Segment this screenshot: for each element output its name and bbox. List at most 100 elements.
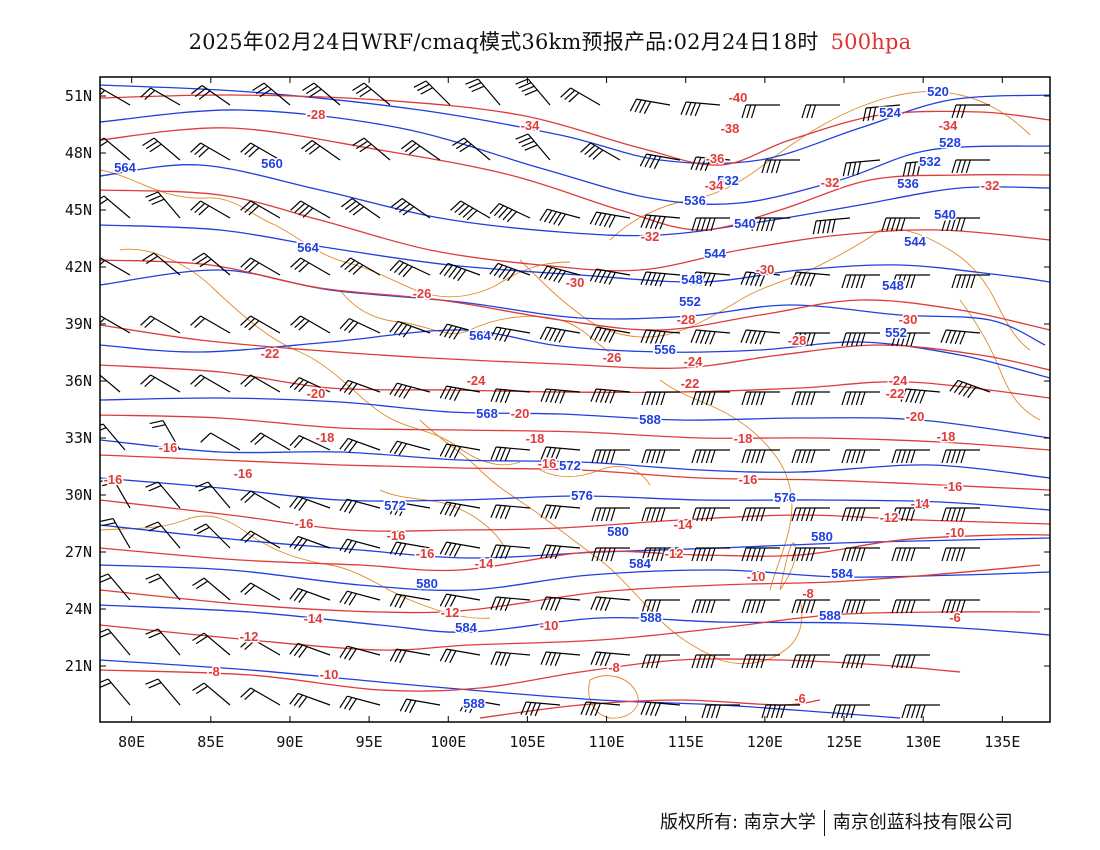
height-contour-line xyxy=(100,564,1050,592)
wind-barb xyxy=(289,495,331,511)
wind-barb xyxy=(791,547,830,562)
wind-barb xyxy=(951,274,990,289)
wind-barb xyxy=(289,535,331,551)
wind-barb xyxy=(490,388,531,404)
wind-barb xyxy=(801,104,840,119)
wind-barb xyxy=(100,87,131,106)
wind-barb xyxy=(741,654,780,669)
wind-barb xyxy=(741,547,780,562)
lat-label: 30N xyxy=(65,486,92,504)
wind-barb xyxy=(540,651,581,667)
wind-barb xyxy=(589,268,631,285)
wind-barb xyxy=(100,423,126,451)
temperature-contour-line xyxy=(100,533,1050,572)
temperature-label: -24 xyxy=(467,373,487,388)
wind-barb xyxy=(590,596,631,612)
wind-barb xyxy=(145,521,181,549)
temperature-label: -14 xyxy=(674,517,694,532)
temperature-contour-line xyxy=(100,259,1050,331)
boundary-line xyxy=(419,419,721,661)
wind-barb xyxy=(240,200,281,219)
wind-barb xyxy=(741,507,780,522)
wind-barb xyxy=(841,654,880,669)
wind-barb xyxy=(339,590,381,606)
wind-barb xyxy=(690,156,731,172)
temperature-label: -38 xyxy=(721,121,740,136)
temperature-label: -12 xyxy=(880,510,899,525)
temperature-label: -14 xyxy=(911,496,931,511)
temperature-label: -30 xyxy=(756,262,775,277)
wind-barb xyxy=(240,142,281,161)
wind-barb xyxy=(389,320,431,338)
temperature-label: -34 xyxy=(939,118,959,133)
height-label: 540 xyxy=(934,207,956,222)
wind-barb xyxy=(439,593,481,609)
wind-barb xyxy=(791,654,830,669)
height-label: 564 xyxy=(297,240,319,255)
wind-barb xyxy=(339,645,381,661)
wind-barb xyxy=(252,82,291,106)
wind-barb xyxy=(540,388,581,404)
wind-barb xyxy=(640,214,681,230)
wind-barb xyxy=(790,271,831,287)
temperature-contour-line xyxy=(100,499,1050,532)
wind-barb xyxy=(439,443,481,459)
wind-barb xyxy=(891,274,930,289)
lat-label: 48N xyxy=(65,144,92,162)
lon-label: 95E xyxy=(356,733,383,751)
temperature-label: -32 xyxy=(641,229,660,244)
temperature-label: -6 xyxy=(794,691,806,706)
height-label: 532 xyxy=(717,173,739,188)
wind-barb xyxy=(901,704,940,719)
wind-barb xyxy=(240,374,281,393)
wind-barb xyxy=(200,432,241,451)
wind-barb xyxy=(289,692,331,708)
wind-barb xyxy=(191,85,231,106)
wind-barb xyxy=(339,498,381,514)
lat-label: 27N xyxy=(65,543,92,561)
height-contour-line xyxy=(100,109,1050,205)
boundary-line xyxy=(719,599,803,665)
wind-barb xyxy=(641,391,680,406)
temperature-contour-line xyxy=(100,454,1050,491)
wind-barb xyxy=(640,271,681,287)
height-label: 580 xyxy=(416,576,438,591)
temperature-label: -36 xyxy=(706,151,725,166)
wind-barb xyxy=(741,391,780,406)
wind-barb xyxy=(640,329,681,345)
temperature-label: -20 xyxy=(307,386,326,401)
wind-barb xyxy=(190,374,231,393)
wind-barb xyxy=(741,599,780,614)
wind-barb xyxy=(352,82,391,106)
temperature-label: -6 xyxy=(949,610,961,625)
temperature-contour-line xyxy=(100,414,1050,451)
wind-barb xyxy=(751,217,790,232)
wind-barb xyxy=(941,599,980,614)
wind-barb xyxy=(629,98,671,114)
wind-barb xyxy=(690,271,731,287)
temperature-label: -10 xyxy=(320,667,339,682)
lat-label: 33N xyxy=(65,429,92,447)
wind-barb xyxy=(290,200,331,219)
wind-barb xyxy=(540,504,581,520)
wind-barb xyxy=(741,104,780,119)
map-title: 2025年02月24日WRF/cmaq模式36km预报产品:02月24日18时 5… xyxy=(0,26,1100,56)
axis-ticks xyxy=(100,77,1050,722)
height-label: 556 xyxy=(654,342,676,357)
wind-barb xyxy=(301,140,341,161)
wind-barb xyxy=(540,544,581,560)
wind-barb xyxy=(100,573,131,601)
wind-barb xyxy=(389,440,431,456)
wind-barb xyxy=(100,478,131,509)
wind-barb xyxy=(195,481,231,509)
wind-barb xyxy=(902,159,941,177)
lat-label: 42N xyxy=(65,258,92,276)
wind-barb xyxy=(842,159,881,177)
wind-barb xyxy=(100,628,131,656)
wind-barb xyxy=(812,217,851,235)
wind-barb xyxy=(520,701,561,717)
wind-barb xyxy=(289,377,331,393)
temperature-contour-line xyxy=(100,324,1050,371)
temperature-label: -16 xyxy=(416,546,435,561)
